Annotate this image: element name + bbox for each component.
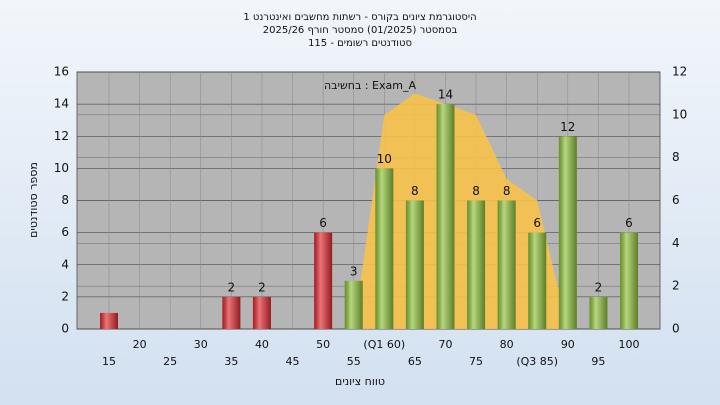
y-tick-label: 4 (61, 257, 69, 271)
data-label: 14 (438, 88, 453, 102)
title: היסטוגרמת ציונים בקורס - רשתות מחשבים וא… (243, 12, 476, 23)
x-tick-label: 100 (619, 338, 640, 351)
bar-shade (252, 296, 271, 329)
x-tick-label: 15 (102, 355, 116, 368)
bar-shade (497, 200, 516, 329)
data-label: 10 (377, 152, 392, 166)
data-label: 6 (625, 216, 633, 230)
data-label: 2 (228, 280, 236, 294)
y-tick-label: 2 (61, 289, 69, 303)
bar-shade (528, 232, 547, 329)
data-label: 3 (350, 264, 358, 278)
x-tick-label: 40 (255, 338, 269, 351)
data-label: 6 (319, 216, 327, 230)
bar-shade (620, 232, 638, 329)
x-tick-label: 35 (224, 355, 238, 368)
x-tick-label: 45 (286, 355, 300, 368)
y-tick-label: 8 (61, 193, 69, 207)
bar-shade (314, 232, 333, 329)
y2-tick-label: 8 (672, 150, 680, 164)
y-tick-label: 16 (54, 65, 69, 79)
data-label: 8 (503, 184, 511, 198)
bar-shade (436, 104, 455, 329)
x-tick-label: 25 (163, 355, 177, 368)
y-axis-label: מספר סטודנטים (27, 162, 40, 238)
data-label: 12 (560, 120, 575, 134)
data-label: 2 (258, 280, 266, 294)
bar-shade (344, 280, 363, 329)
x-tick-label: (Q1 60) (363, 338, 405, 351)
x-tick-label: 90 (561, 338, 575, 351)
y2-tick-label: 10 (672, 107, 687, 121)
x-tick-label: 50 (316, 338, 330, 351)
x-axis-label: טווח ציונים (335, 375, 385, 388)
y2-tick-label: 12 (672, 65, 687, 79)
x-tick-label: 20 (133, 338, 147, 351)
bar-shade (375, 168, 394, 329)
bar-shade (100, 312, 118, 329)
y2-tick-label: 6 (672, 193, 680, 207)
bar-shade (558, 136, 577, 329)
y2-tick-label: 0 (672, 322, 680, 336)
x-tick-label: 95 (591, 355, 605, 368)
data-label: 2 (595, 280, 603, 294)
x-tick-label: 70 (438, 338, 452, 351)
y-tick-label: 0 (61, 322, 69, 336)
x-tick-label: 75 (469, 355, 483, 368)
bar-shade (222, 296, 241, 329)
data-label: 6 (533, 216, 541, 230)
bar-shade (589, 296, 608, 329)
y-tick-label: 6 (61, 225, 69, 239)
x-tick-label: 65 (408, 355, 422, 368)
bar-shade (405, 200, 424, 329)
y2-tick-label: 2 (672, 279, 680, 293)
y-tick-label: 14 (54, 97, 69, 111)
subtitle: בסמסטר (01/2025) סמסטר חורף 2025/26 (263, 25, 458, 36)
subtitle: סטודנטים רשומים - 115 (308, 38, 412, 49)
annotation: Exam_A : בחשיבה (324, 79, 416, 92)
x-tick-label: 55 (347, 355, 361, 368)
y-tick-label: 10 (54, 161, 69, 175)
data-label: 8 (472, 184, 480, 198)
x-tick-label: 30 (194, 338, 208, 351)
y-tick-label: 12 (54, 129, 69, 143)
y2-tick-label: 4 (672, 236, 680, 250)
x-tick-label: (Q3 85) (516, 355, 558, 368)
data-label: 8 (411, 184, 419, 198)
bar-shade (467, 200, 486, 329)
x-tick-label: 80 (500, 338, 514, 351)
